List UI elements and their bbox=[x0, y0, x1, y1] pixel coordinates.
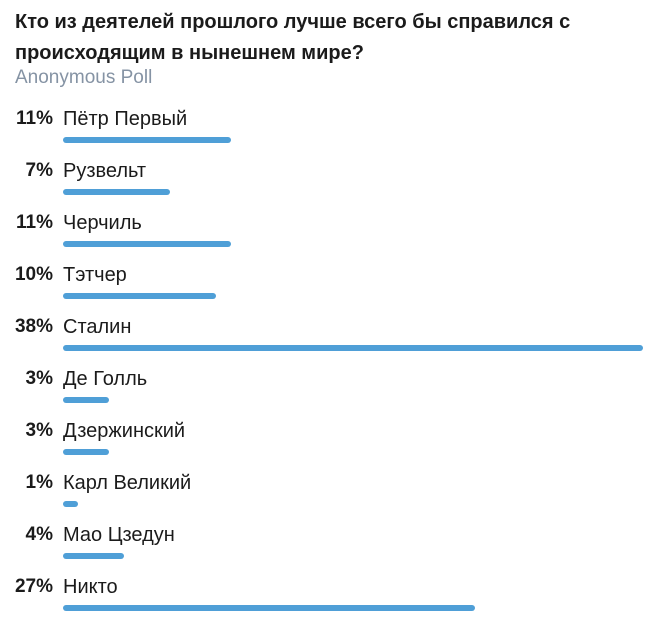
poll-option[interactable]: 4% Мао Цзедун bbox=[0, 521, 655, 573]
option-result-bar bbox=[63, 397, 109, 403]
option-label: Карл Великий bbox=[63, 472, 192, 494]
option-label: Дзержинский bbox=[63, 420, 186, 442]
option-percent: 1% bbox=[25, 472, 53, 493]
option-result-bar bbox=[63, 137, 231, 143]
option-label: Мао Цзедун bbox=[63, 524, 175, 546]
poll-option[interactable]: 27% Никто bbox=[0, 573, 655, 625]
option-label: Де Голль bbox=[63, 368, 148, 390]
option-result-bar bbox=[63, 293, 216, 299]
poll-option[interactable]: 11% Пётр Первый bbox=[0, 105, 655, 157]
poll-option[interactable]: 11% Черчиль bbox=[0, 209, 655, 261]
option-result-bar bbox=[63, 553, 124, 559]
option-percent: 27% bbox=[14, 576, 53, 597]
poll-option[interactable]: 10% Тэтчер bbox=[0, 261, 655, 313]
option-percent: 3% bbox=[25, 420, 53, 441]
option-percent: 7% bbox=[25, 160, 53, 181]
option-label: Черчиль bbox=[63, 212, 142, 234]
poll-option[interactable]: 38% Сталин bbox=[0, 313, 655, 365]
option-result-bar bbox=[63, 241, 231, 247]
option-label: Рузвельт bbox=[63, 160, 147, 182]
option-label: Тэтчер bbox=[63, 264, 127, 286]
poll-option[interactable]: 7% Рузвельт bbox=[0, 157, 655, 209]
option-result-bar bbox=[63, 605, 475, 611]
poll-option[interactable]: 3% Де Голль bbox=[0, 365, 655, 417]
option-result-bar bbox=[63, 189, 170, 195]
option-percent: 3% bbox=[25, 368, 53, 389]
option-percent: 11% bbox=[16, 212, 53, 233]
poll-option[interactable]: 3% Дзержинский bbox=[0, 417, 655, 469]
option-label: Пётр Первый bbox=[63, 108, 188, 130]
option-result-bar bbox=[63, 345, 643, 351]
poll-options-list: 11% Пётр Первый 7% Рузвельт 11% Черчиль … bbox=[0, 105, 655, 625]
option-percent: 10% bbox=[14, 264, 53, 285]
option-percent: 11% bbox=[16, 108, 53, 129]
option-result-bar bbox=[63, 449, 109, 455]
option-label: Никто bbox=[63, 576, 118, 598]
option-label: Сталин bbox=[63, 316, 132, 338]
poll-question: Кто из деятелей прошлого лучше всего бы … bbox=[15, 11, 571, 64]
option-percent: 38% bbox=[14, 316, 53, 337]
poll-type-label: Anonymous Poll bbox=[15, 67, 153, 88]
option-result-bar bbox=[63, 501, 78, 507]
poll-option[interactable]: 1% Карл Великий bbox=[0, 469, 655, 521]
option-percent: 4% bbox=[25, 524, 53, 545]
